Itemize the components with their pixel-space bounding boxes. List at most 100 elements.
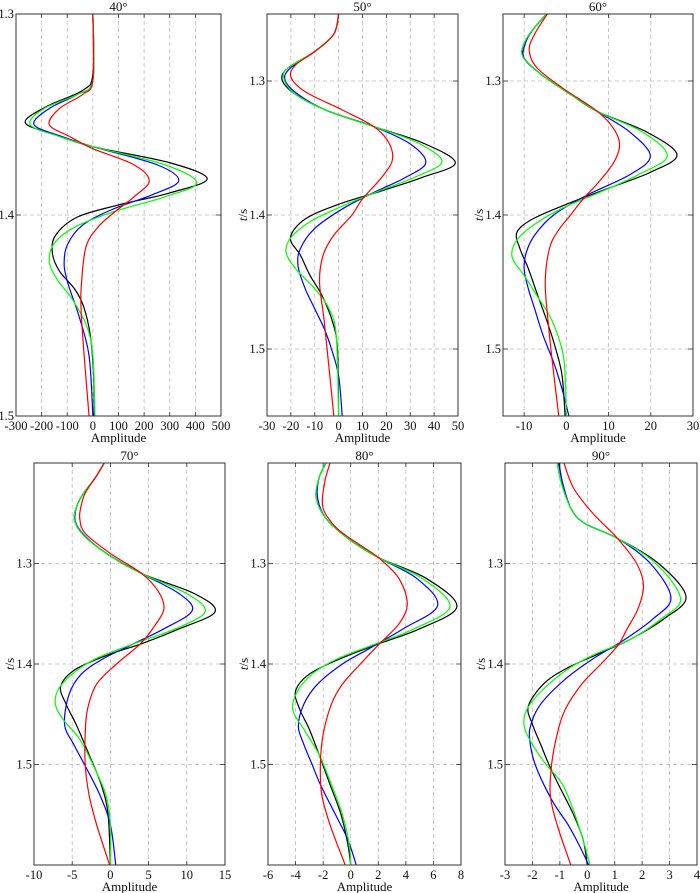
x-tick-label: -6: [263, 868, 273, 882]
y-axis-label-var: t: [235, 217, 250, 221]
plot-frame: [267, 462, 462, 866]
subplot-4: -6 -4 -2 0 2 4 6 8 1.3 1.4 1.5 80° Amplitude t/s: [236, 448, 464, 893]
series-line-red: [48, 14, 150, 416]
subplot-title: 90°: [592, 448, 610, 463]
y-tick-label: 1.3: [487, 557, 503, 571]
x-tick-label: -30: [259, 419, 276, 433]
y-axis-label-var: t: [471, 217, 486, 221]
series-line-green: [291, 463, 451, 865]
x-tick-label: 500: [212, 419, 231, 433]
plot-frame: [504, 462, 698, 866]
y-tick-label: 1.4: [485, 208, 501, 222]
y-tick-label: 1.5: [485, 342, 501, 356]
subplot-2: -10 0 10 20 30 1.3 1.4 1.5 60° Amplitude t/s: [471, 0, 699, 445]
y-tick-label: 1.5: [16, 758, 32, 772]
x-tick-label: -100: [56, 419, 79, 433]
x-tick-label: 5: [145, 868, 151, 882]
series-line-green: [54, 463, 206, 865]
x-tick-label: -2: [318, 868, 328, 882]
x-tick-label: -10: [516, 419, 533, 433]
x-tick-label: 4: [403, 868, 410, 882]
x-tick-label: 50: [452, 419, 465, 433]
y-axis-label: t/s: [2, 658, 17, 670]
plot-frame: [33, 462, 226, 866]
subplot-title: 50°: [353, 0, 371, 14]
y-tick-label: 1.3: [0, 7, 14, 21]
x-tick-label: 0: [336, 419, 342, 433]
subplot-title: 70°: [120, 448, 138, 463]
x-tick-label: -20: [283, 419, 300, 433]
series-line-blue: [33, 14, 180, 416]
y-axis-label-unit: /s: [2, 658, 17, 667]
x-axis-label: Amplitude: [337, 879, 393, 893]
x-tick-label: -300: [5, 419, 28, 433]
x-tick-label: 15: [219, 868, 232, 882]
x-tick-label: 2: [375, 868, 381, 882]
y-tick-label: 1.3: [16, 557, 32, 571]
plot-frame: [502, 13, 694, 417]
series-line-green: [523, 463, 682, 865]
x-tick-label: -3: [500, 868, 510, 882]
series-line-red: [319, 463, 408, 865]
x-tick-label: 40: [428, 419, 441, 433]
subplot-3: -10 -5 0 5 10 15 1.3 1.4 1.5 70° Amplitude t/s: [2, 448, 231, 893]
series-line-red: [528, 14, 621, 416]
x-tick-label: -200: [30, 419, 53, 433]
series-line-green: [511, 14, 668, 416]
x-tick-label: 4: [694, 868, 700, 882]
subplot-5: -3 -2 -1 0 1 2 3 4 1.3 1.4 1.5 90° Amplitude t/s: [473, 448, 700, 893]
x-tick-label: 8: [458, 868, 464, 882]
subplot-title: 60°: [589, 0, 607, 14]
y-axis-label-var: t: [2, 666, 17, 670]
series-line-green: [29, 14, 198, 416]
x-tick-label: 2: [639, 868, 645, 882]
series-line-red: [289, 14, 394, 416]
series-line-red: [549, 463, 645, 865]
y-axis-label-var: t: [236, 666, 251, 670]
y-axis-label-unit: /s: [235, 209, 250, 218]
y-axis-label: t/s: [236, 658, 251, 670]
subplot-title: 80°: [355, 448, 373, 463]
y-tick-label: 1.3: [250, 557, 266, 571]
x-tick-label: 30: [687, 419, 700, 433]
y-tick-label: 1.5: [250, 758, 266, 772]
y-axis-label: t/s: [473, 658, 488, 670]
x-tick-label: 1: [612, 868, 618, 882]
subplot-title: 40°: [109, 0, 127, 14]
y-axis-label: t/s: [471, 209, 486, 221]
y-axis-label-unit: /s: [473, 658, 488, 667]
y-tick-label: 1.5: [487, 758, 503, 772]
y-tick-label: 1.4: [250, 657, 266, 671]
x-tick-label: 0: [90, 419, 96, 433]
x-tick-label: 0: [107, 868, 113, 882]
y-tick-label: 1.5: [0, 409, 14, 423]
y-axis-label-var: t: [473, 666, 488, 670]
y-tick-label: 1.4: [16, 657, 32, 671]
series-line-blue: [284, 14, 427, 416]
x-tick-label: 20: [645, 419, 658, 433]
y-axis-label: t/s: [235, 209, 250, 221]
x-tick-label: 30: [404, 419, 417, 433]
y-tick-label: 1.5: [249, 342, 265, 356]
plot-frame: [15, 13, 222, 417]
x-tick-label: -10: [26, 868, 43, 882]
x-tick-label: -4: [290, 868, 301, 882]
y-axis-label-unit: /s: [471, 209, 486, 218]
x-tick-label: 10: [181, 868, 194, 882]
x-tick-label: 0: [563, 419, 569, 433]
x-tick-label: 0: [348, 868, 354, 882]
x-tick-label: 100: [109, 419, 128, 433]
y-tick-label: 1.4: [487, 657, 503, 671]
y-tick-label: 1.3: [485, 74, 501, 88]
x-tick-label: 10: [356, 419, 369, 433]
x-tick-label: -2: [527, 868, 537, 882]
series-line-green: [282, 14, 443, 416]
y-tick-label: 1.3: [249, 74, 265, 88]
series-line-red: [78, 463, 165, 865]
x-tick-label: -1: [555, 868, 565, 882]
x-tick-label: -10: [306, 419, 323, 433]
x-tick-label: 6: [430, 868, 436, 882]
x-tick-label: 0: [584, 868, 590, 882]
x-axis-label: Amplitude: [91, 430, 147, 445]
